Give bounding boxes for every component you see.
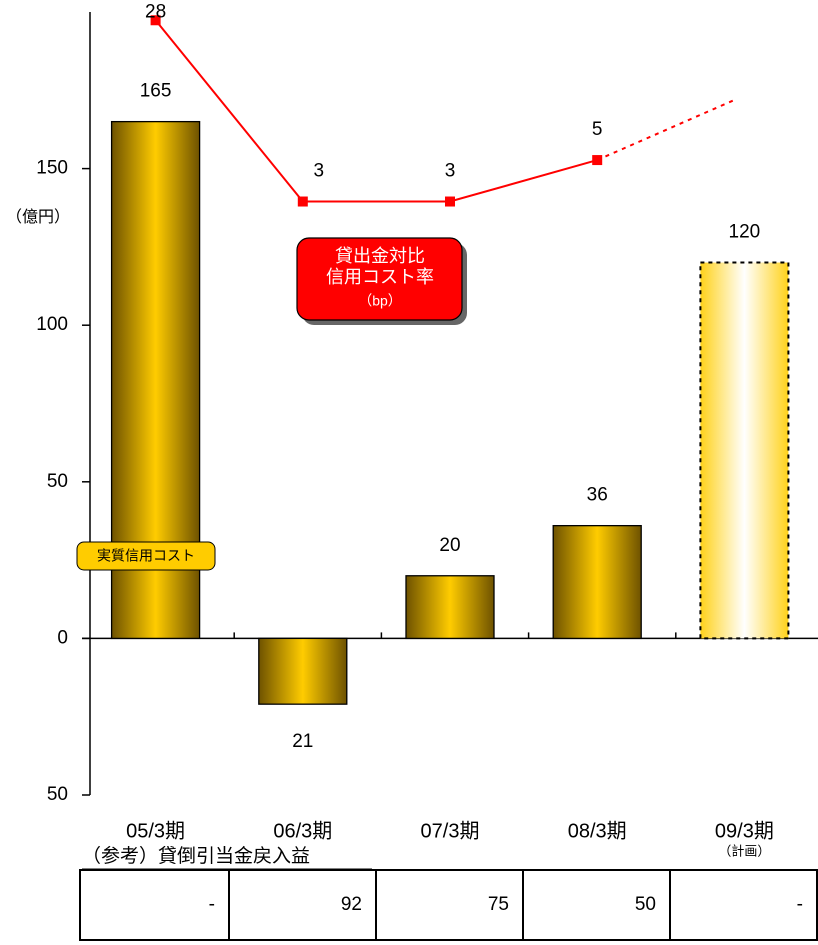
bar-value-label: 165 — [140, 81, 172, 102]
x-tick-label: 09/3期 — [715, 820, 774, 842]
x-tick-label: 07/3期 — [421, 820, 480, 842]
line — [154, 19, 598, 203]
y-unit-label: （億円） — [6, 208, 70, 226]
x-tick-label: 08/3期 — [568, 820, 627, 842]
bar-value-label: 120 — [729, 222, 761, 243]
legend-badge — [76, 541, 216, 571]
legend-unit: （bp） — [358, 293, 402, 309]
legend-label: 信用コスト率 — [326, 267, 434, 287]
y-tick-label: 100 — [36, 314, 68, 335]
line-point — [150, 15, 161, 26]
line-value-label: 3 — [445, 161, 456, 182]
x-tick-label: 06/3期 — [273, 820, 332, 842]
y-tick-label: 150 — [36, 158, 68, 179]
line-point — [297, 196, 308, 207]
legend-label: 貸出金対比 — [335, 246, 425, 266]
line-point — [445, 196, 455, 207]
line-value-label: 5 — [592, 119, 603, 140]
y-tick-label: 0 — [57, 627, 68, 648]
table-cell: - — [209, 894, 215, 915]
bar-value-label: 36 — [587, 485, 608, 506]
y-tick-label: 50 — [47, 784, 68, 805]
table-cell: - — [797, 894, 803, 915]
table-cell: 75 — [488, 894, 509, 915]
bar-value-label: 20 — [439, 535, 460, 556]
bar — [405, 575, 495, 640]
x-tick-note: （計画） — [718, 843, 770, 858]
line-value-label: 3 — [314, 161, 325, 182]
legend-label: 実質信用コスト — [97, 548, 195, 564]
y-tick-label: 50 — [47, 471, 68, 492]
table-cell: 92 — [341, 894, 362, 915]
bar-value-label: 21 — [292, 731, 313, 752]
table-border — [79, 869, 818, 941]
bar — [699, 261, 790, 640]
bar — [258, 637, 348, 705]
line-value-label: 28 — [145, 1, 166, 22]
x-tick-label: 05/3期 — [126, 820, 185, 842]
table-title: （参考）貸倒引当金戻入益 — [82, 845, 310, 867]
forecast-line — [596, 98, 737, 161]
legend-badge — [296, 237, 463, 321]
line-point — [592, 155, 603, 166]
table-cell: 50 — [635, 894, 656, 915]
bar — [552, 524, 642, 640]
